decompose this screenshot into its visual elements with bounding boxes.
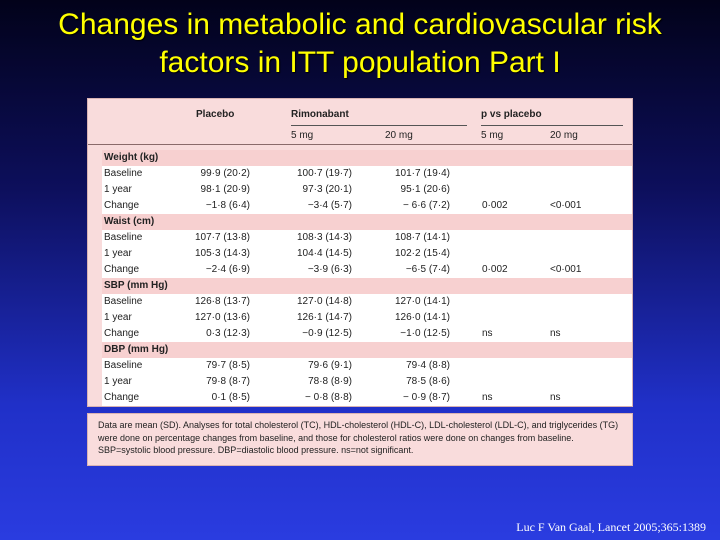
slide-title: Changes in metabolic and cardiovascular … <box>0 6 720 82</box>
section-row: DBP (mm Hg) <box>102 342 632 358</box>
section-row: Weight (kg) <box>102 150 632 166</box>
cell-rimonabant-5mg: −0·9 (12·5) <box>302 328 352 339</box>
table-row: Change −1·8 (6·4) −3·4 (5·7) − 6·6 (7·2) 0·0… <box>102 198 632 214</box>
cell-rimonabant-20mg: −1·0 (12·5) <box>400 328 450 339</box>
cell-rimonabant-20mg: − 6·6 (7·2) <box>403 200 450 211</box>
title-line-1: Changes in metabolic and cardiovascular … <box>58 8 662 41</box>
header-bottom-rule <box>88 144 632 145</box>
results-table: Placebo Rimonabant p vs placebo 5 mg 20 … <box>87 98 633 407</box>
header-p-vs-placebo: p vs placebo <box>481 109 542 120</box>
cell-p-20mg: <0·001 <box>550 264 582 275</box>
cell-rimonabant-20mg: 127·0 (14·1) <box>394 296 450 307</box>
title-line-2: factors in ITT population Part I <box>159 46 561 79</box>
cell-rimonabant-5mg: 108·3 (14·3) <box>296 232 352 243</box>
row-label: Change <box>104 264 140 275</box>
cell-rimonabant-20mg: −6·5 (7·4) <box>405 264 450 275</box>
table-row: 1 year 79·8 (8·7) 78·8 (8·9) 78·5 (8·6) <box>102 374 632 390</box>
citation: Luc F Van Gaal, Lancet 2005;365:1389 <box>516 520 706 534</box>
row-label: Baseline <box>104 232 143 243</box>
cell-rimonabant-5mg: 127·0 (14·8) <box>296 296 352 307</box>
table-header: Placebo Rimonabant p vs placebo 5 mg 20 … <box>88 99 632 145</box>
cell-rimonabant-5mg: 97·3 (20·1) <box>302 184 352 195</box>
cell-placebo: 126·8 (13·7) <box>194 296 250 307</box>
cell-rimonabant-5mg: 79·6 (9·1) <box>308 360 352 371</box>
cell-rimonabant-20mg: 101·7 (19·4) <box>394 168 450 179</box>
cell-placebo: 127·0 (13·6) <box>194 312 250 323</box>
table-row: Baseline 79·7 (8·5) 79·6 (9·1) 79·4 (8·8) <box>102 358 632 374</box>
cell-rimonabant-20mg: 126·0 (14·1) <box>394 312 450 323</box>
row-label: 1 year <box>104 184 132 195</box>
cell-p-5mg: 0·002 <box>482 264 508 275</box>
table-row: 1 year 98·1 (20·9) 97·3 (20·1) 95·1 (20·6) <box>102 182 632 198</box>
table-row: Baseline 126·8 (13·7) 127·0 (14·8) 127·0 (1… <box>102 294 632 310</box>
cell-rimonabant-20mg: 95·1 (20·6) <box>400 184 450 195</box>
cell-rimonabant-20mg: 102·2 (15·4) <box>394 248 450 259</box>
row-label: Change <box>104 200 140 211</box>
cell-rimonabant-5mg: 78·8 (8·9) <box>308 376 352 387</box>
cell-placebo: 107·7 (13·8) <box>194 232 250 243</box>
header-rim-5mg: 5 mg <box>291 130 314 141</box>
table-body: Weight (kg) Baseline 99·9 (20·2) 100·7 (19·… <box>102 150 632 407</box>
header-rimonabant: Rimonabant <box>291 109 349 120</box>
cell-p-5mg: ns <box>482 392 493 403</box>
row-label: Change <box>104 392 140 403</box>
cell-rimonabant-20mg: 78·5 (8·6) <box>406 376 450 387</box>
cell-p-20mg: <0·001 <box>550 200 582 211</box>
cell-placebo: 0·1 (8·5) <box>211 392 250 403</box>
table-row: Baseline 99·9 (20·2) 100·7 (19·7) 101·7 (19… <box>102 166 632 182</box>
row-label: Waist (cm) <box>104 216 155 227</box>
footnote-line-2: were done on percentage changes from bas… <box>98 432 574 443</box>
table-row: Change −2·4 (6·9) −3·9 (6·3) −6·5 (7·4) 0·00… <box>102 262 632 278</box>
cell-rimonabant-5mg: 126·1 (14·7) <box>296 312 352 323</box>
header-p-5mg: 5 mg <box>481 130 504 141</box>
cell-rimonabant-5mg: −3·4 (5·7) <box>307 200 352 211</box>
cell-rimonabant-20mg: 79·4 (8·8) <box>406 360 450 371</box>
cell-rimonabant-20mg: − 0·9 (8·7) <box>403 392 450 403</box>
cell-placebo: 79·8 (8·7) <box>206 376 250 387</box>
table-row: Baseline 107·7 (13·8) 108·3 (14·3) 108·7 (1… <box>102 230 632 246</box>
header-divider-p <box>481 125 623 126</box>
cell-placebo: 0·3 (12·3) <box>206 328 250 339</box>
cell-rimonabant-5mg: 104·4 (14·5) <box>296 248 352 259</box>
cell-placebo: 105·3 (14·3) <box>194 248 250 259</box>
cell-p-5mg: 0·002 <box>482 200 508 211</box>
cell-p-20mg: ns <box>550 328 561 339</box>
row-label: DBP (mm Hg) <box>104 344 169 355</box>
table-row: 1 year 105·3 (14·3) 104·4 (14·5) 102·2 (15·… <box>102 246 632 262</box>
table-row: Change 0·1 (8·5) − 0·8 (8·8) − 0·9 (8·7) ns n… <box>102 390 632 406</box>
cell-placebo: −1·8 (6·4) <box>205 200 250 211</box>
cell-placebo: −2·4 (6·9) <box>205 264 250 275</box>
header-rim-20mg: 20 mg <box>385 130 413 141</box>
row-label: Baseline <box>104 296 143 307</box>
cell-placebo: 99·9 (20·2) <box>200 168 250 179</box>
header-placebo: Placebo <box>196 109 235 120</box>
cell-rimonabant-5mg: −3·9 (6·3) <box>307 264 352 275</box>
row-label: Weight (kg) <box>104 152 159 163</box>
table-footnote: Data are mean (SD). Analyses for total c… <box>87 413 633 466</box>
header-p-20mg: 20 mg <box>550 130 578 141</box>
cell-rimonabant-5mg: − 0·8 (8·8) <box>305 392 352 403</box>
row-label: Change <box>104 328 140 339</box>
section-row: SBP (mm Hg) <box>102 278 632 294</box>
row-label: Baseline <box>104 168 143 179</box>
header-divider-rimonabant <box>291 125 467 126</box>
section-row: Waist (cm) <box>102 214 632 230</box>
cell-p-20mg: ns <box>550 392 561 403</box>
row-label: 1 year <box>104 376 132 387</box>
cell-placebo: 98·1 (20·9) <box>200 184 250 195</box>
row-label: SBP (mm Hg) <box>104 280 168 291</box>
footnote-line-3: SBP=systolic blood pressure. DBP=diastol… <box>98 445 414 455</box>
cell-p-5mg: ns <box>482 328 493 339</box>
row-label: Baseline <box>104 360 143 371</box>
table-row: Change 0·3 (12·3) −0·9 (12·5) −1·0 (12·5) ns… <box>102 326 632 342</box>
footnote-line-1: Data are mean (SD). Analyses for total c… <box>98 420 619 430</box>
table-row: 1 year 127·0 (13·6) 126·1 (14·7) 126·0 (14·… <box>102 310 632 326</box>
row-label: 1 year <box>104 248 132 259</box>
cell-rimonabant-5mg: 100·7 (19·7) <box>296 168 352 179</box>
cell-placebo: 79·7 (8·5) <box>206 360 250 371</box>
row-label: 1 year <box>104 312 132 323</box>
cell-rimonabant-20mg: 108·7 (14·1) <box>394 232 450 243</box>
